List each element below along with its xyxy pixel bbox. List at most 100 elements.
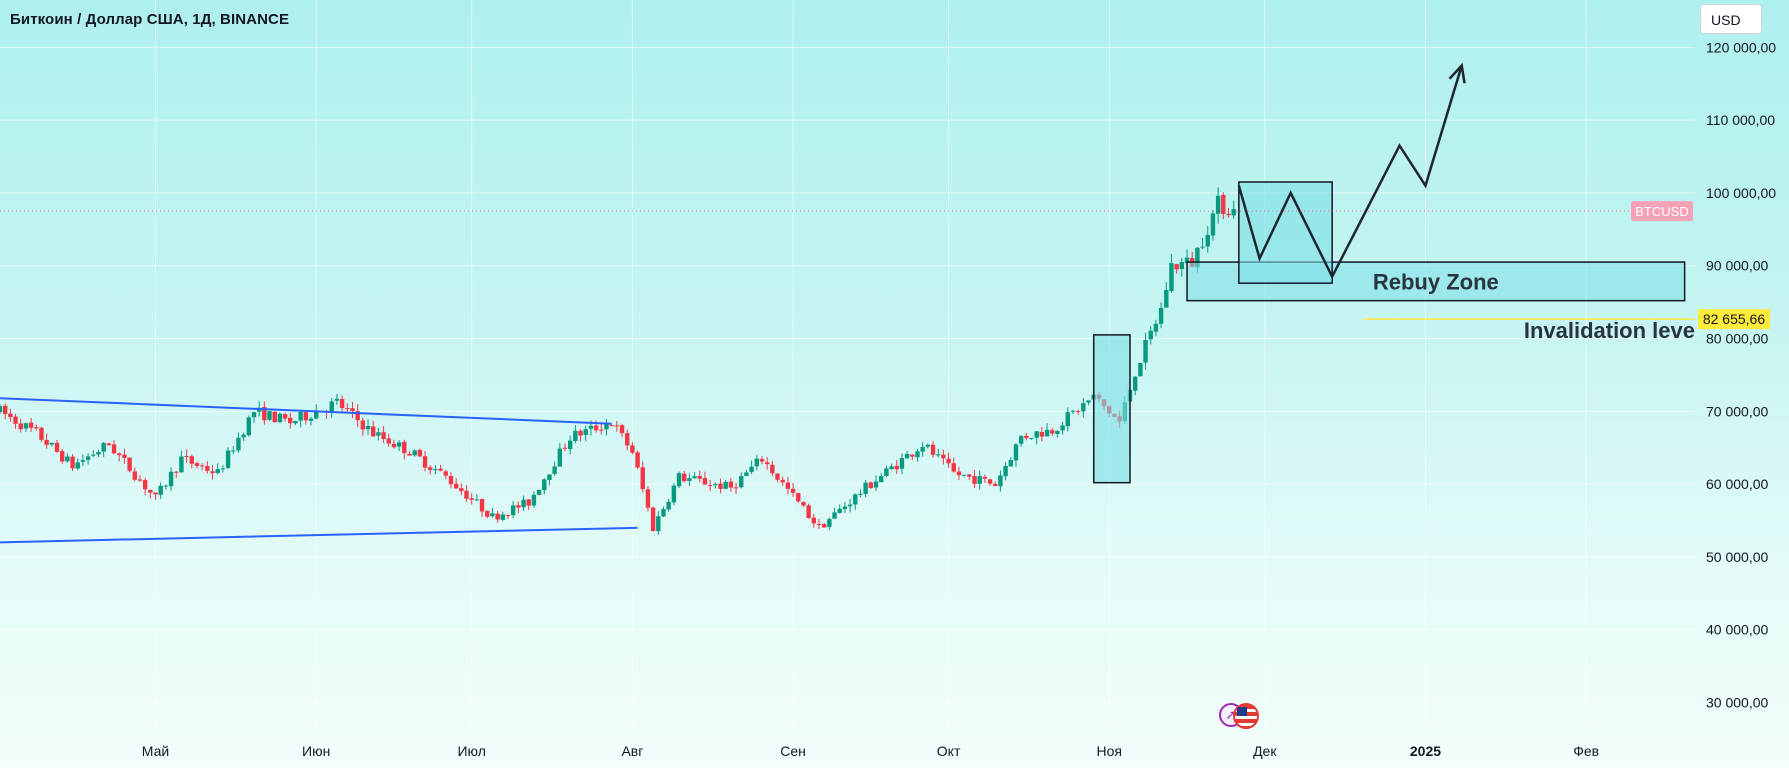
projection-arrow: [1237, 65, 1463, 280]
candle-up: [1086, 400, 1091, 406]
candle-down: [816, 518, 822, 530]
candle-up: [0, 404, 3, 414]
candle-up: [220, 465, 226, 473]
highlight-box: [1238, 181, 1333, 284]
price-tick-label: 100 000,00: [1706, 185, 1776, 201]
candle-body: [764, 462, 770, 465]
candle-body: [199, 465, 205, 467]
candle-body: [853, 494, 858, 505]
candle-down: [371, 420, 376, 437]
candle-up: [251, 411, 257, 423]
candle-body: [485, 510, 490, 517]
candle-down: [360, 418, 366, 436]
candle-up: [853, 493, 858, 510]
candle-up: [267, 410, 272, 421]
candle-down: [635, 450, 640, 470]
candle-body: [604, 424, 609, 430]
candle-body: [645, 489, 651, 508]
candle-down: [70, 454, 75, 472]
candle-up: [552, 461, 557, 476]
candle-up: [749, 460, 754, 474]
candle-up: [396, 440, 402, 452]
candle-up: [1143, 332, 1148, 370]
candle-down: [448, 472, 454, 489]
us-flag-icon[interactable]: [1233, 703, 1259, 729]
candle-body: [754, 458, 759, 467]
candle-body: [75, 462, 80, 469]
candle-body: [313, 411, 319, 419]
candle-body: [158, 485, 163, 495]
candle-up: [510, 501, 516, 519]
candle-up: [80, 454, 86, 467]
candle-body: [894, 465, 899, 470]
candle-body: [417, 449, 423, 457]
candle-body: [640, 467, 645, 490]
candle-body: [101, 442, 106, 452]
candle-body: [448, 475, 454, 485]
candle-body: [479, 499, 485, 512]
candle-up: [1179, 258, 1185, 277]
candle-body: [526, 499, 531, 506]
candle-body: [334, 398, 340, 401]
candle-body: [1086, 400, 1091, 403]
candle-up: [334, 393, 340, 405]
candle-down: [391, 439, 397, 449]
candle-body: [1138, 362, 1143, 377]
candle-down: [153, 492, 158, 500]
candle-up: [832, 507, 837, 519]
candle-body: [1050, 430, 1055, 434]
candle-body: [925, 444, 931, 447]
candle-body: [759, 459, 765, 462]
candle-body: [464, 490, 469, 499]
candle-body: [770, 464, 775, 474]
candle-up: [1081, 398, 1086, 418]
candle-body: [972, 476, 977, 484]
time-tick-label: Июл: [457, 743, 485, 759]
candle-body: [816, 524, 822, 526]
candle-body: [1226, 213, 1231, 216]
candles-layer: [0, 187, 1236, 535]
candle-body: [967, 474, 972, 477]
candle-body: [749, 466, 754, 472]
candle-body: [433, 469, 438, 471]
candle-body: [796, 493, 801, 502]
candle-up: [1034, 431, 1039, 445]
candle-body: [837, 508, 842, 513]
candle-body: [531, 494, 537, 506]
candle-body: [723, 481, 728, 489]
candle-down: [759, 456, 765, 465]
candle-down: [453, 478, 459, 489]
candle-down: [464, 485, 469, 502]
candle-body: [236, 437, 241, 451]
event-icons[interactable]: ➚: [1219, 703, 1269, 729]
candle-body: [1174, 264, 1179, 270]
candle-up: [365, 419, 371, 435]
candle-down: [485, 510, 490, 519]
candle-body: [552, 466, 557, 474]
candle-body: [329, 401, 334, 412]
candle-up: [1210, 210, 1216, 241]
candle-up: [858, 489, 863, 498]
candle-down: [111, 440, 117, 455]
time-tick-label: Июн: [302, 743, 330, 759]
candle-body: [578, 430, 583, 436]
candle-body: [868, 482, 874, 488]
candle-body: [713, 483, 718, 486]
candle-down: [780, 476, 785, 486]
candle-down: [28, 418, 34, 432]
candle-down: [44, 433, 49, 449]
candle-up: [1169, 253, 1174, 293]
candle-down: [469, 493, 474, 505]
candle-down: [562, 443, 568, 452]
candle-down: [13, 413, 18, 429]
candle-body: [91, 454, 96, 456]
candle-body: [1070, 410, 1076, 412]
candle-down: [117, 452, 122, 462]
candle-up: [573, 425, 578, 444]
candle-up: [998, 470, 1003, 492]
time-tick-label: Ноя: [1097, 743, 1122, 759]
candle-down: [609, 423, 614, 427]
candle-up: [1013, 443, 1019, 467]
currency-button[interactable]: USD: [1700, 4, 1762, 34]
